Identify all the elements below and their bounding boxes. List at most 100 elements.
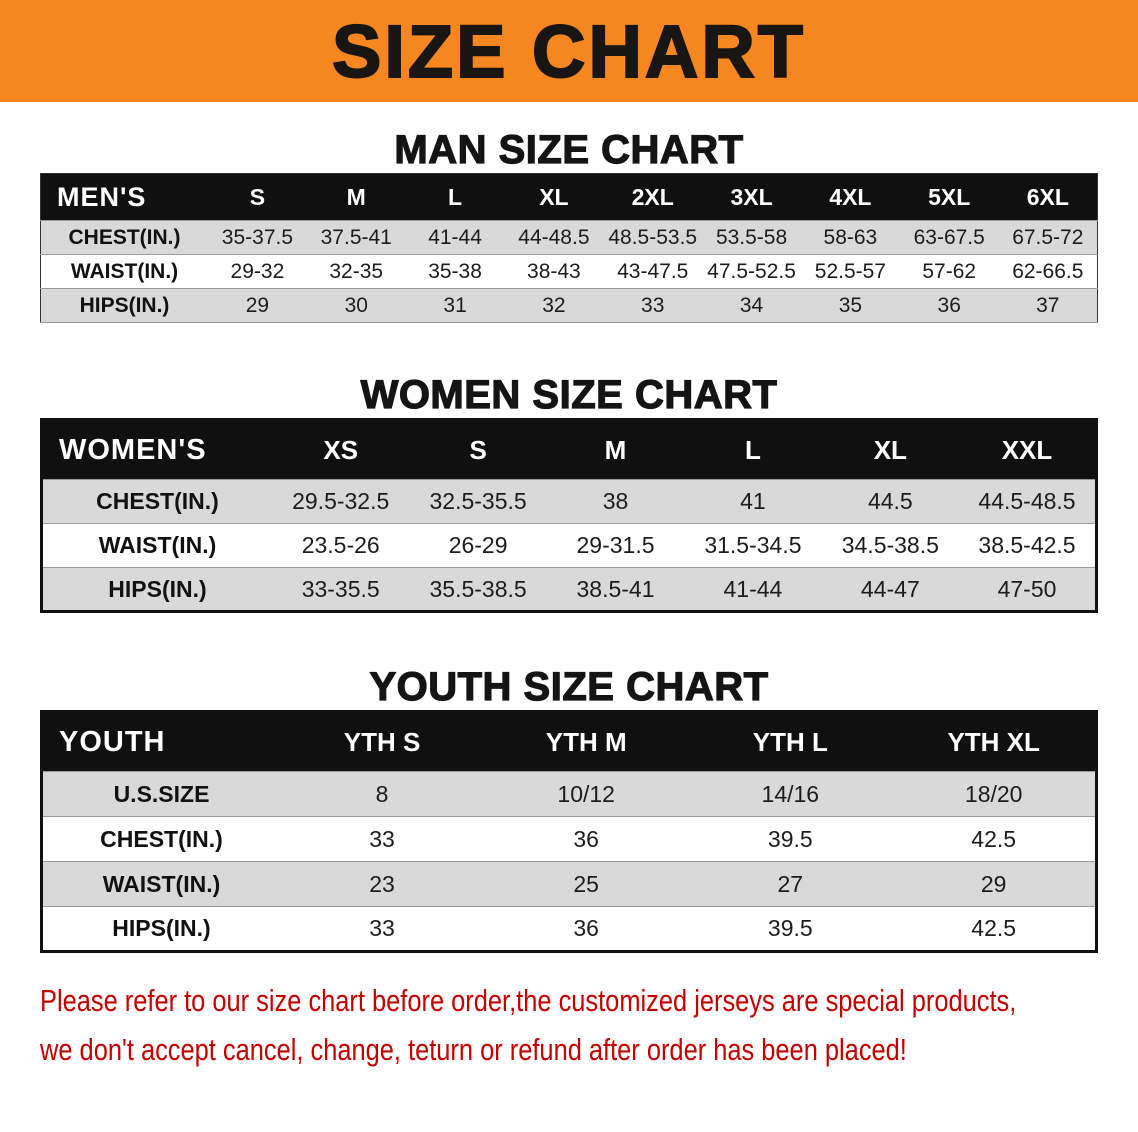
table-row: CHEST(IN.) 33 36 39.5 42.5	[41, 816, 1097, 862]
size-column-header: YTH S	[280, 711, 485, 772]
size-value-cell: 33-35.5	[301, 575, 380, 602]
notice-line-1: Please refer to our size chart before or…	[40, 983, 1017, 1018]
size-column-header: 5XL	[899, 173, 999, 221]
table-corner-label: YOUTH	[41, 711, 280, 772]
table-header-row: YOUTH YTH S YTH M YTH L YTH XL	[41, 711, 1097, 772]
size-value-cell: 44.5	[867, 488, 913, 514]
table-row: CHEST(IN.) 35-37.5 37.5-41 41-44 44-48.5 48.5…	[40, 220, 1098, 255]
table-header-row: WOMEN'S XS S M L XL XXL	[41, 419, 1097, 480]
size-value-cell: 25	[573, 870, 599, 897]
table-row: WAIST(IN.) 29-32 32-35 35-38 38-43 43-47.5 47.…	[40, 254, 1098, 289]
row-label: WAIST(IN.)	[98, 532, 217, 558]
size-column-header: 6XL	[998, 173, 1098, 221]
women-section: WOMEN SIZE CHART WOMEN'S XS S M L XL XXL CHEST(…	[0, 372, 1138, 613]
men-section: MAN SIZE CHART MEN'S S M L XL 2XL 3XL 4XL 5XL 6XL…	[0, 127, 1138, 323]
size-value-cell: 32.5-35.5	[429, 488, 527, 514]
size-value-cell: 38.5-41	[576, 575, 655, 602]
row-label: U.S.SIZE	[113, 780, 210, 807]
table-row: WAIST(IN.) 23.5-26 26-29 29-31.5 31.5-34.5 34…	[41, 523, 1097, 568]
size-column-header: L	[405, 173, 505, 221]
size-value-cell: 29-32	[230, 259, 285, 283]
size-value-cell: 36	[937, 293, 961, 317]
size-value-cell: 52.5-57	[814, 259, 886, 283]
size-value-cell: 33	[369, 915, 395, 941]
size-value-cell: 29.5-32.5	[292, 488, 390, 514]
size-value-cell: 34.5-38.5	[841, 532, 939, 558]
table-row: HIPS(IN.) 33 36 39.5 42.5	[41, 906, 1097, 952]
size-column-header: YTH M	[484, 711, 689, 772]
size-value-cell: 27	[777, 870, 804, 897]
size-value-cell: 47-50	[997, 575, 1057, 602]
size-column-header: S	[208, 173, 307, 221]
size-column-header: M	[546, 419, 685, 480]
table-row: CHEST(IN.) 29.5-32.5 32.5-35.5 38 41 44.5 44.5…	[41, 479, 1097, 524]
notice-line-2: we don't accept cancel, change, teturn o…	[40, 1031, 907, 1067]
size-column-header: YTH XL	[892, 711, 1097, 772]
size-value-cell: 26-29	[448, 532, 508, 558]
youth-section: YOUTH SIZE CHART YOUTH YTH S YTH M YTH L YTH…	[0, 664, 1138, 953]
size-value-cell: 53.5-58	[715, 225, 788, 249]
table-row: HIPS(IN.) 33-35.5 35.5-38.5 38.5-41 41-44 44-…	[41, 567, 1097, 612]
size-value-cell: 39.5	[767, 825, 813, 852]
size-value-cell: 36	[573, 825, 599, 852]
size-value-cell: 32-35	[329, 259, 384, 283]
size-value-cell: 43-47.5	[617, 259, 689, 283]
size-value-cell: 31	[443, 293, 467, 317]
men-section-heading: MAN SIZE CHART	[394, 127, 744, 172]
footer-notice: Please refer to our size chart before or…	[40, 977, 1138, 1075]
size-column-header: 2XL	[603, 173, 703, 221]
table-row: U.S.SIZE 8 10/12 14/16 18/20	[41, 771, 1097, 817]
size-column-header: YTH L	[688, 711, 893, 772]
size-value-cell: 47.5-52.5	[707, 259, 796, 283]
table-corner-label: WOMEN'S	[41, 419, 272, 480]
size-value-cell: 29	[245, 293, 270, 317]
size-value-cell: 38.5-42.5	[978, 532, 1076, 558]
size-value-cell: 37.5-41	[320, 225, 392, 249]
size-value-cell: 8	[375, 780, 389, 807]
women-section-heading: WOMEN SIZE CHART	[360, 372, 778, 417]
size-value-cell: 33	[641, 293, 665, 317]
size-value-cell: 23	[369, 870, 395, 897]
size-value-cell: 29	[980, 870, 1007, 897]
size-value-cell: 10/12	[557, 780, 615, 807]
size-value-cell: 23.5-26	[301, 532, 380, 558]
table-row: HIPS(IN.) 29 30 31 32 33 34 35 36 37	[40, 288, 1098, 323]
women-size-table: WOMEN'S XS S M L XL XXL CHEST(IN.) 29.5-32.5 32.5…	[40, 418, 1098, 613]
size-column-header: 3XL	[702, 173, 801, 221]
size-value-cell: 38	[602, 488, 629, 514]
size-value-cell: 34	[739, 293, 764, 317]
row-label: CHEST(IN.)	[68, 225, 181, 249]
size-value-cell: 39.5	[767, 915, 813, 941]
size-column-header: 4XL	[800, 173, 900, 221]
size-value-cell: 35-38	[428, 259, 482, 283]
size-column-header: XXL	[959, 419, 1097, 480]
size-value-cell: 14/16	[761, 780, 820, 807]
banner: SIZE CHART	[0, 0, 1138, 102]
size-value-cell: 41-44	[428, 225, 482, 249]
size-column-header: XL	[504, 173, 604, 221]
size-value-cell: 35-37.5	[221, 225, 294, 249]
size-value-cell: 30	[344, 293, 368, 317]
size-column-header: XL	[821, 419, 960, 480]
page-title: SIZE CHART	[331, 9, 806, 94]
youth-section-heading: YOUTH SIZE CHART	[369, 664, 769, 709]
row-label: HIPS(IN.)	[112, 915, 211, 941]
row-label: CHEST(IN.)	[96, 488, 219, 514]
size-value-cell: 67.5-72	[1012, 225, 1084, 249]
size-value-cell: 31.5-34.5	[704, 532, 802, 558]
youth-size-table: YOUTH YTH S YTH M YTH L YTH XL U.S.SIZE 8 10/12…	[40, 710, 1098, 953]
table-corner-label: MEN'S	[40, 173, 208, 221]
men-size-table: MEN'S S M L XL 2XL 3XL 4XL 5XL 6XL CHEST(IN.) 35-37…	[40, 173, 1098, 323]
size-value-cell: 42.5	[971, 825, 1017, 852]
size-value-cell: 38-43	[527, 259, 581, 283]
row-label: CHEST(IN.)	[100, 825, 223, 852]
size-value-cell: 62-66.5	[1012, 259, 1084, 283]
size-column-header: S	[409, 419, 547, 480]
table-row: WAIST(IN.) 23 25 27 29	[41, 861, 1097, 907]
size-value-cell: 44.5-48.5	[978, 488, 1076, 514]
size-value-cell: 48.5-53.5	[608, 225, 698, 249]
size-value-cell: 35.5-38.5	[429, 575, 527, 602]
table-header-row: MEN'S S M L XL 2XL 3XL 4XL 5XL 6XL	[40, 173, 1098, 221]
row-label: HIPS(IN.)	[79, 293, 170, 317]
